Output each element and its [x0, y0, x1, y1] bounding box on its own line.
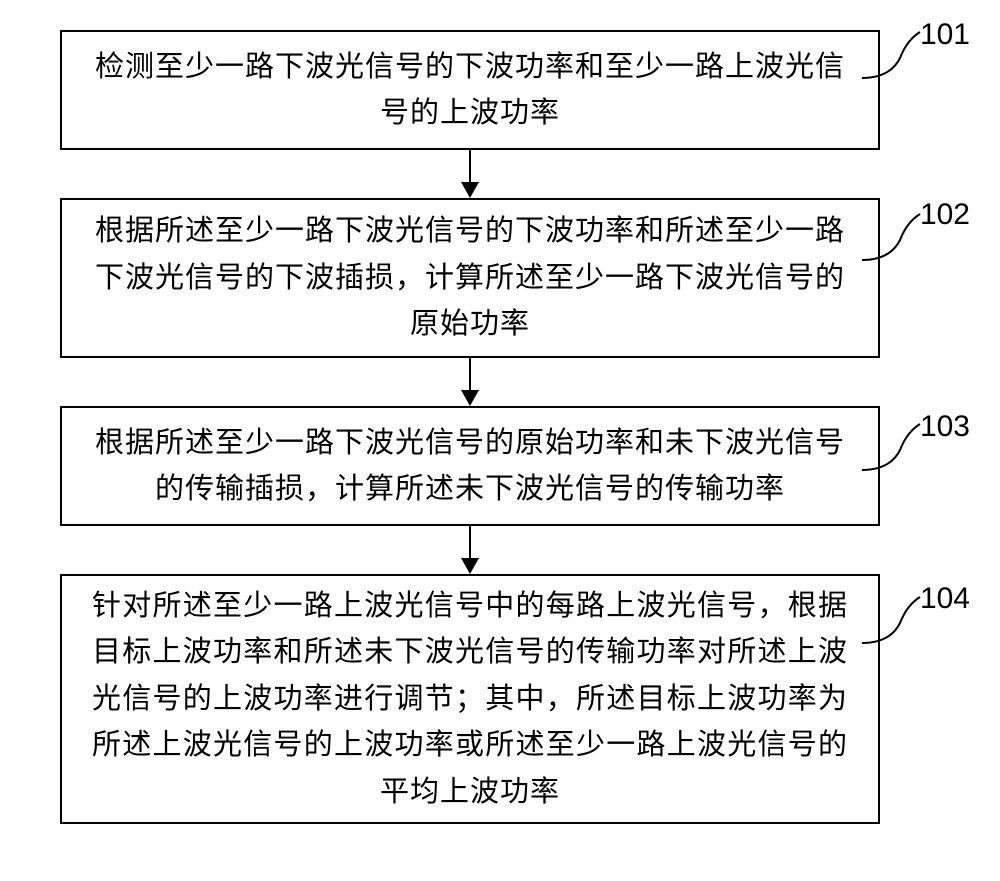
step-text-104: 针对所述至少一路上波光信号中的每路上波光信号，根据目标上波功率和所述未下波光信号…: [92, 583, 848, 815]
step-text-101: 检测至少一路下波光信号的下波功率和至少一路上波光信号的上波功率: [92, 44, 848, 137]
step-box-104: 针对所述至少一路上波光信号中的每路上波光信号，根据目标上波功率和所述未下波光信号…: [60, 574, 880, 824]
step-text-102: 根据所述至少一路下波光信号的下波功率和所述至少一路下波光信号的下波插损，计算所述…: [92, 208, 848, 347]
flowchart-diagram: 检测至少一路下波光信号的下波功率和至少一路上波光信号的上波功率 101 根据所述…: [0, 0, 1000, 881]
step-box-101: 检测至少一路下波光信号的下波功率和至少一路上波光信号的上波功率: [60, 30, 880, 150]
connector-104: [862, 595, 922, 645]
step-box-102: 根据所述至少一路下波光信号的下波功率和所述至少一路下波光信号的下波插损，计算所述…: [60, 198, 880, 358]
connector-101: [862, 30, 922, 80]
step-label-102: 102: [920, 198, 970, 232]
arrow-2: [60, 358, 880, 406]
step-label-103: 103: [920, 410, 970, 444]
connector-103: [862, 422, 922, 472]
arrow-3: [60, 526, 880, 574]
step-text-103: 根据所述至少一路下波光信号的原始功率和未下波光信号的传输插损，计算所述未下波光信…: [92, 420, 848, 513]
connector-102: [862, 212, 922, 262]
step-label-101: 101: [920, 18, 970, 52]
step-label-104: 104: [920, 582, 970, 616]
step-box-103: 根据所述至少一路下波光信号的原始功率和未下波光信号的传输插损，计算所述未下波光信…: [60, 406, 880, 526]
arrow-1: [60, 150, 880, 198]
